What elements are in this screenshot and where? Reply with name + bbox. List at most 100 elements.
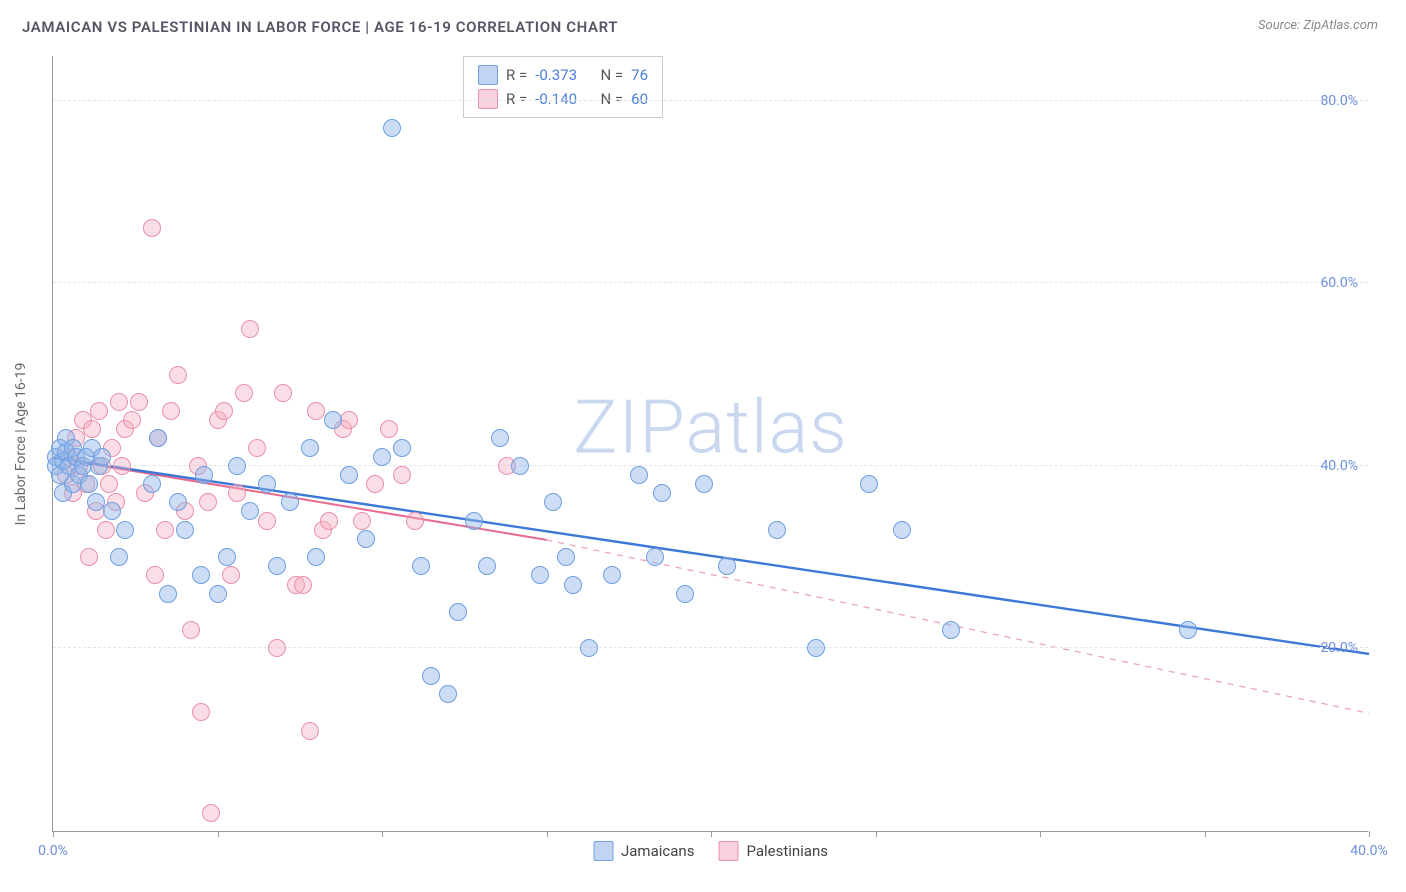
data-point xyxy=(241,502,259,520)
stats-row: R = -0.373 N = 76 xyxy=(478,63,648,87)
data-point xyxy=(324,411,342,429)
data-point xyxy=(130,393,148,411)
x-tick-mark xyxy=(711,831,712,837)
gridline xyxy=(53,647,1368,648)
data-point xyxy=(146,566,164,584)
data-point xyxy=(222,566,240,584)
data-point xyxy=(228,457,246,475)
data-point xyxy=(301,722,319,740)
data-point xyxy=(215,402,233,420)
legend-label: Palestinians xyxy=(746,842,828,860)
data-point xyxy=(294,576,312,594)
data-point xyxy=(116,521,134,539)
data-point xyxy=(235,384,253,402)
data-point xyxy=(87,493,105,511)
data-point xyxy=(301,439,319,457)
data-point xyxy=(353,512,371,530)
data-point xyxy=(340,466,358,484)
data-point xyxy=(195,466,213,484)
data-point xyxy=(169,366,187,384)
plot-area: ZIPatlas In Labor Force | Age 16-19 R = … xyxy=(52,56,1368,832)
stat-n-value: 76 xyxy=(631,63,648,87)
data-point xyxy=(307,548,325,566)
data-point xyxy=(307,402,325,420)
data-point xyxy=(564,576,582,594)
data-point xyxy=(113,457,131,475)
data-point xyxy=(630,466,648,484)
stat-r-value: -0.373 xyxy=(535,63,577,87)
data-point xyxy=(491,429,509,447)
data-point xyxy=(422,667,440,685)
data-point xyxy=(320,512,338,530)
gridline xyxy=(53,465,1368,466)
gridline xyxy=(53,282,1368,283)
data-point xyxy=(807,639,825,657)
data-point xyxy=(580,639,598,657)
data-point xyxy=(258,475,276,493)
data-point xyxy=(123,411,141,429)
legend-item: Palestinians xyxy=(718,841,828,861)
data-point xyxy=(557,548,575,566)
data-point xyxy=(159,585,177,603)
data-point xyxy=(393,466,411,484)
x-tick-mark xyxy=(1040,831,1041,837)
data-point xyxy=(248,439,266,457)
x-tick-mark xyxy=(218,831,219,837)
data-point xyxy=(768,521,786,539)
data-point xyxy=(97,521,115,539)
data-point xyxy=(83,420,101,438)
y-axis-label: In Labor Force | Age 16-19 xyxy=(13,362,29,525)
data-point xyxy=(893,521,911,539)
data-point xyxy=(199,493,217,511)
data-point xyxy=(100,475,118,493)
data-point xyxy=(192,566,210,584)
data-point xyxy=(182,621,200,639)
data-point xyxy=(860,475,878,493)
data-point xyxy=(676,585,694,603)
legend: Jamaicans Palestinians xyxy=(593,841,828,861)
y-tick-label: 60.0% xyxy=(1314,275,1358,291)
data-point xyxy=(646,548,664,566)
stat-n-label: N = xyxy=(600,63,623,87)
data-point xyxy=(281,493,299,511)
data-point xyxy=(209,585,227,603)
legend-label: Jamaicans xyxy=(621,842,694,860)
data-point xyxy=(653,484,671,502)
y-tick-label: 40.0% xyxy=(1314,458,1358,474)
data-point xyxy=(169,493,187,511)
data-point xyxy=(268,639,286,657)
stats-box: R = -0.373 N = 76 R = -0.140 N = 60 xyxy=(463,56,663,118)
data-point xyxy=(149,429,167,447)
data-point xyxy=(143,219,161,237)
swatch-icon xyxy=(478,65,498,85)
correlation-chart: JAMAICAN VS PALESTINIAN IN LABOR FORCE |… xyxy=(0,0,1406,892)
data-point xyxy=(366,475,384,493)
x-tick-mark xyxy=(876,831,877,837)
chart-title: JAMAICAN VS PALESTINIAN IN LABOR FORCE |… xyxy=(22,18,618,36)
data-point xyxy=(695,475,713,493)
data-point xyxy=(718,557,736,575)
data-point xyxy=(380,420,398,438)
data-point xyxy=(110,548,128,566)
gridline xyxy=(53,100,1368,101)
data-point xyxy=(156,521,174,539)
y-tick-label: 80.0% xyxy=(1314,93,1358,109)
data-point xyxy=(340,411,358,429)
data-point xyxy=(258,512,276,530)
data-point xyxy=(80,548,98,566)
data-point xyxy=(439,685,457,703)
data-point xyxy=(228,484,246,502)
data-point xyxy=(90,402,108,420)
watermark: ZIPatlas xyxy=(573,385,847,472)
data-point xyxy=(412,557,430,575)
data-point xyxy=(406,512,424,530)
data-point xyxy=(544,493,562,511)
x-tick-mark xyxy=(1369,831,1370,837)
data-point xyxy=(531,566,549,584)
data-point xyxy=(192,703,210,721)
y-tick-label: 20.0% xyxy=(1314,640,1358,656)
data-point xyxy=(241,320,259,338)
swatch-icon xyxy=(718,841,738,861)
data-point xyxy=(603,566,621,584)
data-point xyxy=(393,439,411,457)
